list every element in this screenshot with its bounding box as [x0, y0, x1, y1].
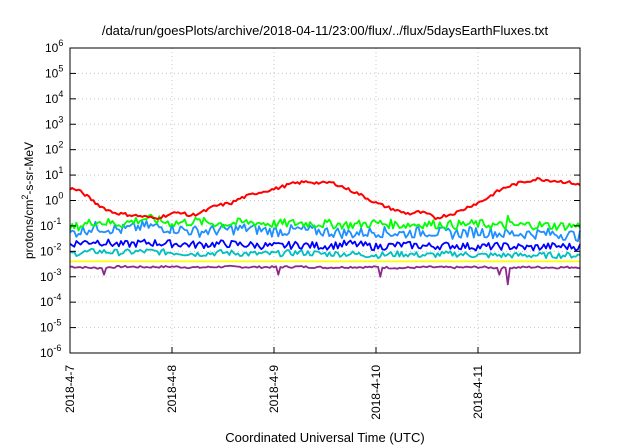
series-line-4 [69, 247, 581, 260]
grid-lines [70, 48, 580, 353]
y-tick-label: 101 [45, 165, 63, 182]
y-axis-ticks: 10-610-510-410-310-210-11001011021031041… [40, 38, 580, 360]
y-tick-exp: 4 [58, 89, 63, 99]
y-tick-base: 10 [45, 194, 59, 208]
y-tick-base: 10 [45, 92, 59, 106]
y-tick-base: 10 [40, 244, 54, 258]
y-tick-label: 10-4 [40, 292, 61, 309]
series-line-3 [69, 238, 581, 252]
y-tick-exp: 2 [58, 140, 63, 150]
x-axis-ticks: 2018-4-7 2018-4-8 2018-4-9 2018-4-10 2018-4-… [63, 347, 485, 420]
series-line-2 [69, 219, 581, 243]
y-tick-base: 10 [40, 219, 54, 233]
y-tick-exp: 3 [58, 114, 63, 124]
y-tick-exp: -2 [53, 241, 61, 251]
y-tick-base: 10 [45, 66, 59, 80]
y-tick-label: 105 [45, 63, 63, 80]
y-tick-exp: 6 [58, 38, 63, 48]
y-tick-label: 103 [45, 114, 63, 131]
y-tick-label: 10-1 [40, 216, 61, 233]
y-tick-exp: 5 [58, 63, 63, 73]
chart-title: /data/run/goesPlots/archive/2018-04-11/2… [102, 23, 549, 38]
y-tick-exp: -1 [53, 216, 61, 226]
x-tick-label: 2018-4-10 [369, 365, 383, 420]
y-tick-label: 10-3 [40, 267, 61, 284]
y-tick-base: 10 [45, 41, 59, 55]
y-tick-base: 10 [40, 321, 54, 335]
y-tick-label: 10-6 [40, 343, 61, 360]
series-line-0 [69, 176, 581, 221]
y-tick-exp: -3 [53, 267, 61, 277]
y-tick-exp: -4 [53, 292, 61, 302]
series-layer [69, 176, 581, 286]
y-tick-base: 10 [40, 295, 54, 309]
y-tick-exp: -6 [53, 343, 61, 353]
x-tick-label: 2018-4-9 [267, 365, 281, 413]
y-axis-label-pre: protons/cm [22, 200, 36, 259]
y-axis-label-sup: 2 [20, 195, 30, 200]
y-tick-base: 10 [45, 143, 59, 157]
x-tick-label: 2018-4-8 [165, 365, 179, 413]
y-tick-label: 100 [45, 191, 63, 208]
x-tick-label: 2018-4-11 [471, 365, 485, 419]
y-tick-base: 10 [45, 168, 59, 182]
y-tick-exp: 1 [58, 165, 63, 175]
y-tick-base: 10 [40, 346, 54, 360]
y-tick-label: 104 [45, 89, 63, 106]
plot-frame [69, 47, 581, 354]
x-tick-label: 2018-4-7 [63, 365, 77, 413]
y-axis-label: protons/cm2-s-sr-MeV [20, 142, 36, 259]
y-tick-exp: -5 [53, 318, 61, 328]
y-tick-base: 10 [45, 117, 59, 131]
series-line-6 [69, 264, 581, 286]
y-tick-label: 102 [45, 140, 63, 157]
x-axis-label: Coordinated Universal Time (UTC) [225, 430, 424, 445]
y-tick-base: 10 [40, 270, 54, 284]
y-tick-label: 10-2 [40, 241, 61, 258]
y-tick-label: 106 [45, 38, 63, 55]
y-tick-exp: 0 [58, 191, 63, 201]
y-axis-label-post: -s-sr-MeV [22, 142, 36, 195]
series-line-1 [69, 213, 581, 232]
y-tick-label: 10-5 [40, 318, 61, 335]
